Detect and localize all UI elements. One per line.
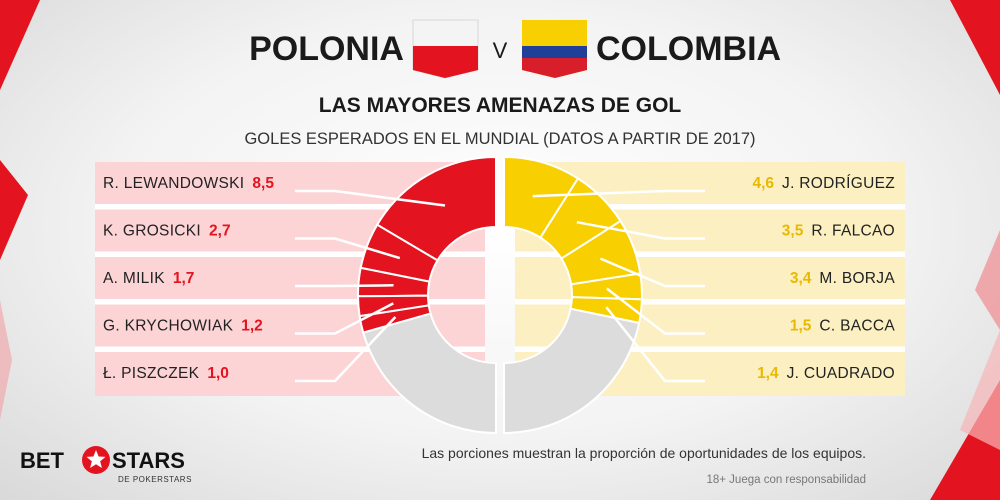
colombia-leader-line [532,189,705,198]
responsible-gaming-note: 18+ Juega con responsabilidad [706,474,866,486]
chart-title: LAS MAYORES AMENAZAS DE GOL [319,94,682,117]
corner-decoration-right [930,0,1000,500]
poland-row-separator [95,204,485,210]
colombia-row-separator [515,204,905,210]
colombia-remainder-slice [503,307,641,435]
player-name: K. GROSICKI [103,223,201,240]
player-value: 1,0 [207,365,229,382]
colombia-leader-line [606,287,705,335]
donut [357,155,643,435]
player-name: J. RODRÍGUEZ [782,175,895,192]
player-name: J. CUADRADO [787,365,895,382]
logo-star-shape [86,450,106,468]
player-value: 1,4 [757,365,779,382]
poland-remainder-slice [362,312,497,435]
team-panels [95,162,905,396]
player-value: 2,7 [209,223,231,240]
poland-leader-line [295,316,397,383]
poland-flag-icon [412,19,479,79]
colombia-row-separator [515,299,905,305]
poland-row-separator [95,251,485,257]
player-labels: R. LEWANDOWSKI 8,5 K. GROSICKI 2,7 A. MILIK 1… [103,175,895,383]
poland-leader-line [295,237,401,260]
vs-label: V [493,38,508,63]
poland-row-separator [95,299,485,305]
colombia-leader-line [576,220,705,240]
player-value: 3,4 [790,270,812,287]
poland-leader-line [295,284,394,288]
poland-row-separator [95,346,485,352]
player-name: R. FALCAO [811,223,895,240]
logo-text-left: BET [20,448,65,473]
colombia-row-separator [515,251,905,257]
colombia-row-separator [515,346,905,352]
chart-subtitle: GOLES ESPERADOS EN EL MUNDIAL (DATOS A P… [244,130,755,148]
colombia-leader-line [599,257,705,288]
player-name: Ł. PISZCZEK [103,365,200,382]
logo-subtext: DE POKERSTARS [118,475,192,484]
team-left-title: POLONIA [249,30,404,68]
poland-leader-line [295,189,446,207]
player-value: 1,5 [790,318,812,335]
player-name: R. LEWANDOWSKI [103,175,244,192]
footnote: Las porciones muestran la proporción de … [422,445,866,461]
corner-decoration-left [0,0,40,420]
logo-text-right: STARS [112,448,185,473]
player-value: 3,5 [782,223,804,240]
team-right-title: COLOMBIA [596,30,781,68]
betstars-logo: BET STARS DE POKERSTARS [20,446,192,484]
player-name: A. MILIK [103,270,165,287]
player-name: G. KRYCHOWIAK [103,318,234,335]
colombia-flag-icon [522,20,587,78]
player-value: 8,5 [252,175,274,192]
player-name: M. BORJA [819,270,895,287]
player-name: C. BACCA [819,318,895,335]
player-value: 1,2 [241,318,263,335]
colombia-leader-line [605,306,705,383]
player-value: 4,6 [752,175,774,192]
poland-leader-line [295,302,394,335]
player-value: 1,7 [173,270,195,287]
